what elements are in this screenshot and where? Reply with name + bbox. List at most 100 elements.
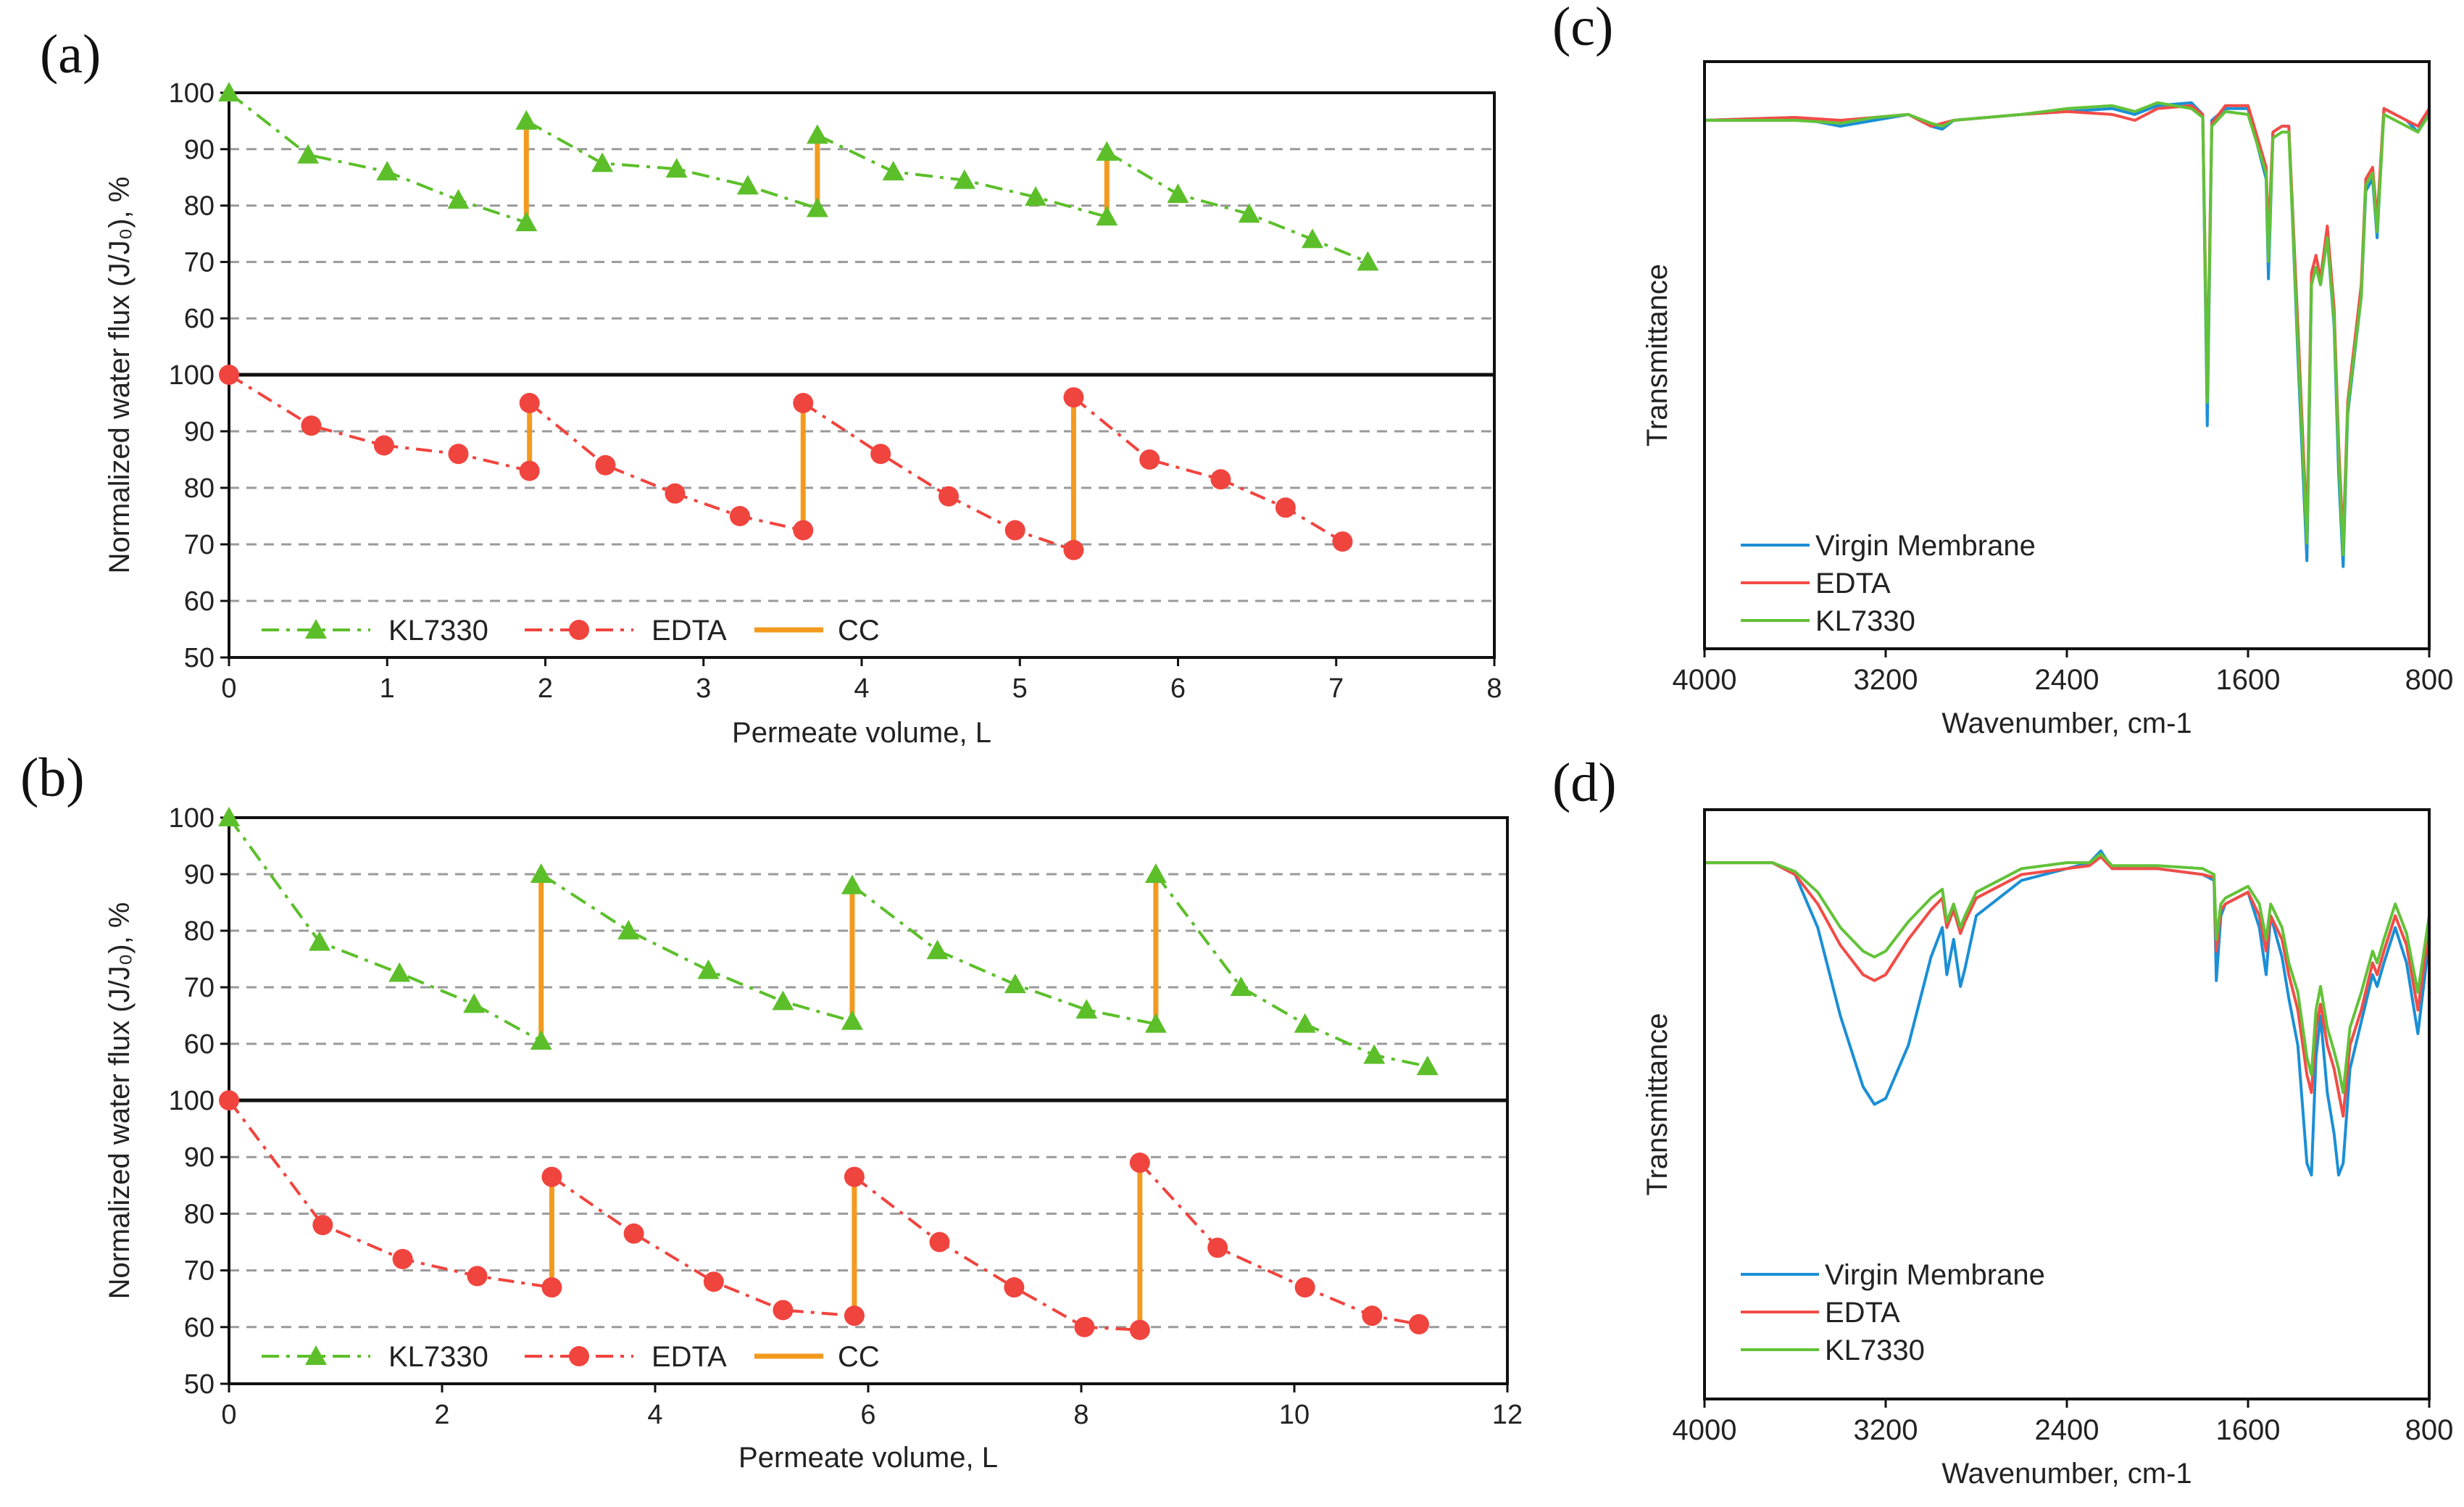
x-tick-label: 1600 [2216,664,2281,696]
series-line-kl7330 [228,816,542,1042]
y-tick-label-top: 70 [184,973,215,1003]
y-axis-title: Normalized water flux (J/J₀), % [104,177,136,574]
x-tick-label: 8 [1486,673,1502,704]
series-line-edta [228,373,530,473]
y-tick-label-top: 100 [169,803,215,834]
series-line-edta [1139,1161,1420,1326]
data-point-edta [703,1271,724,1292]
y-tick-label-top: 60 [184,1029,215,1060]
y-tick-label-top: 90 [184,860,215,890]
spectrum-kl7330 [1705,852,2429,1095]
series-group [1705,101,2429,568]
x-tick-label: 8 [1073,1400,1089,1430]
data-point-edta [1408,1313,1429,1334]
spectrum-virgin-membrane [1705,101,2429,568]
data-point-edta [1275,497,1296,518]
y-tick-label-bottom: 80 [184,473,215,504]
y-tick-label-bottom: 80 [184,1199,215,1229]
data-point-kl7330 [697,959,720,979]
data-point-edta [1063,539,1084,560]
legend-label-kl7330: KL7330 [1825,1334,1925,1366]
data-point-edta [1004,520,1025,541]
data-point-kl7330 [1144,863,1167,883]
panel-label: (a) [40,24,101,85]
data-point-kl7330 [1144,1013,1167,1033]
data-point-edta [1210,469,1231,490]
x-tick-label: 4 [854,673,869,704]
data-point-kl7330 [882,160,904,180]
data-point-edta [1074,1316,1095,1337]
y-tick-label-top: 70 [184,247,215,278]
data-point-edta [1294,1277,1315,1298]
x-tick-label: 6 [1170,673,1186,704]
x-axis-title: Wavenumber, cm-1 [1941,707,2192,739]
y-tick-label-bottom: 100 [169,360,215,391]
data-point-edta [729,506,750,526]
data-point-edta [773,1300,794,1321]
y-tick-label-bottom: 90 [184,1142,215,1173]
legend-label-kl7330: KL7330 [388,1341,488,1373]
data-point-kl7330 [617,920,640,939]
x-tick-label: 0 [221,673,236,704]
data-point-edta [1207,1237,1228,1258]
x-tick-label: 3 [696,673,711,704]
series-line-kl7330 [228,91,527,224]
series-line-edta [802,402,1075,552]
data-point-kl7330 [841,1010,863,1030]
data-point-kl7330 [926,939,949,960]
data-point-edta [1332,531,1353,552]
series-line-edta [551,1175,855,1318]
y-tick-label-bottom: 60 [184,586,215,617]
y-tick-label-top: 80 [184,916,215,947]
legend-label-edta: EDTA [652,615,727,647]
data-point-kl7330 [1416,1055,1439,1076]
y-tick-label-bottom: 100 [169,1086,215,1116]
y-axis-title: Transmittance [1641,1013,1673,1196]
plot-frame [1703,60,2431,650]
series-line-kl7330 [851,884,1157,1026]
x-axis-title: Permeate volume, L [732,717,991,749]
y-axis-title: Transmittance [1641,264,1673,447]
data-point-kl7330 [1230,976,1252,996]
panel-label: (c) [1552,0,1613,57]
x-tick-label: 10 [1279,1400,1310,1430]
data-point-kl7330 [218,82,240,101]
x-tick-label: 1 [380,673,395,704]
series-line-edta [228,1099,552,1290]
data-point-kl7330 [308,931,330,951]
panel-label: (d) [1552,752,1617,813]
data-point-kl7330 [515,109,538,130]
legend-marker-edta [569,620,589,640]
data-point-kl7330 [530,863,552,883]
data-point-edta [665,483,686,504]
legend-label-kl7330: KL7330 [1815,605,1915,637]
x-tick-label: 1600 [2216,1414,2281,1446]
panel-b-flux-chart: 60 70 80 90 100 50 60 70 80 90 100 0 2 4 6 8 10 12 Permeat… [20,747,1523,1474]
data-point-kl7330 [953,169,975,189]
data-point-edta [312,1215,333,1236]
series-line-edta [528,402,804,532]
data-point-edta [844,1166,865,1187]
data-point-edta [1129,1153,1150,1174]
y-tick-label-bottom: 70 [184,1256,215,1287]
legend-label-cc: CC [838,1341,880,1373]
series-group [1705,849,2429,1177]
x-tick-label: 3200 [1854,1414,1918,1446]
data-point-kl7330 [376,160,399,180]
legend-label-edta: EDTA [652,1341,727,1373]
y-tick-label-top: 60 [184,304,215,334]
data-point-kl7330 [665,158,688,178]
panel-c-ftir-chart: 4000 3200 2400 1600 800 Wavenumber, cm-1 Trans… [1552,0,2453,739]
data-point-edta [541,1166,562,1187]
panel-d-ftir-chart: 4000 3200 2400 1600 800 Wavenumber, cm-1 Trans… [1552,752,2453,1490]
data-point-kl7330 [1294,1013,1316,1033]
data-point-edta [1139,449,1160,470]
y-tick-label-top: 90 [184,135,215,165]
spectrum-edta [1705,855,2429,1118]
panel-label: (b) [20,747,85,808]
y-tick-label-bottom: 50 [184,643,215,673]
data-point-kl7330 [772,990,794,1010]
spectrum-edta [1705,104,2429,545]
data-point-edta [793,520,814,541]
